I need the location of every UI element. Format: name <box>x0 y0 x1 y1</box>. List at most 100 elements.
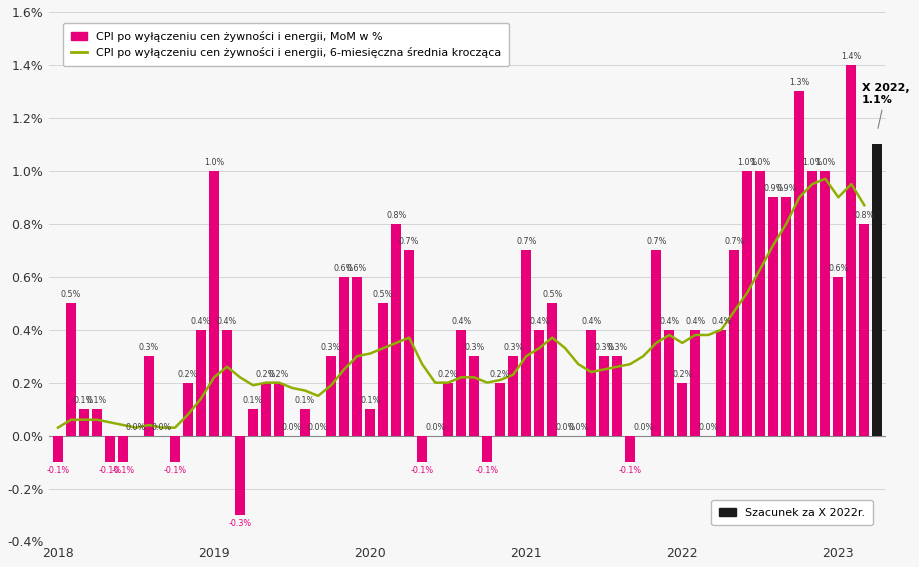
Bar <box>365 409 375 435</box>
Text: 0.0%: 0.0% <box>567 422 588 431</box>
Bar <box>716 329 725 435</box>
Bar <box>612 356 621 435</box>
Bar <box>820 171 829 435</box>
Bar <box>248 409 257 435</box>
Bar <box>209 171 219 435</box>
Text: 1.4%: 1.4% <box>840 52 860 61</box>
Bar <box>443 383 452 435</box>
Bar <box>845 65 856 435</box>
Bar <box>625 435 634 462</box>
Text: 1.0%: 1.0% <box>814 158 834 167</box>
Bar <box>222 329 232 435</box>
Text: 0.3%: 0.3% <box>321 343 341 352</box>
Bar <box>118 435 128 462</box>
Text: 0.2%: 0.2% <box>268 370 289 379</box>
Text: 0.0%: 0.0% <box>632 422 652 431</box>
Bar <box>534 329 543 435</box>
Text: -0.3%: -0.3% <box>228 519 252 528</box>
Text: 0.2%: 0.2% <box>437 370 458 379</box>
Text: 0.4%: 0.4% <box>658 317 678 325</box>
Text: 0.0%: 0.0% <box>554 422 574 431</box>
Text: 0.0%: 0.0% <box>698 422 718 431</box>
Text: 0.8%: 0.8% <box>854 211 874 220</box>
Bar <box>105 435 115 462</box>
Text: 0.7%: 0.7% <box>516 237 536 246</box>
Bar <box>871 145 881 435</box>
Bar <box>833 277 843 435</box>
Bar <box>585 329 596 435</box>
Text: 0.0%: 0.0% <box>152 422 172 431</box>
Bar <box>403 250 414 435</box>
Bar <box>807 171 816 435</box>
Bar <box>729 250 738 435</box>
Text: 0.9%: 0.9% <box>762 184 783 193</box>
Text: 0.3%: 0.3% <box>139 343 159 352</box>
Bar <box>858 224 868 435</box>
Bar <box>754 171 765 435</box>
Bar <box>144 356 153 435</box>
Text: 0.4%: 0.4% <box>528 317 549 325</box>
Text: 0.5%: 0.5% <box>61 290 81 299</box>
Text: 0.3%: 0.3% <box>463 343 483 352</box>
Text: 0.0%: 0.0% <box>425 422 445 431</box>
Bar <box>598 356 608 435</box>
Text: -0.1%: -0.1% <box>618 466 641 475</box>
Text: 0.1%: 0.1% <box>74 396 94 405</box>
Text: 0.6%: 0.6% <box>827 264 847 273</box>
Text: 1.0%: 1.0% <box>736 158 756 167</box>
Text: -0.1%: -0.1% <box>164 466 187 475</box>
Bar <box>508 356 517 435</box>
Bar <box>183 383 193 435</box>
Text: -0.1%: -0.1% <box>111 466 134 475</box>
Bar <box>780 197 790 435</box>
Bar <box>339 277 348 435</box>
Bar <box>66 303 75 435</box>
Bar <box>274 383 284 435</box>
Text: 1.3%: 1.3% <box>789 78 809 87</box>
Text: X 2022,
1.1%: X 2022, 1.1% <box>861 83 908 128</box>
Bar <box>300 409 310 435</box>
Text: 0.3%: 0.3% <box>607 343 627 352</box>
Text: 0.4%: 0.4% <box>581 317 601 325</box>
Text: 0.4%: 0.4% <box>685 317 705 325</box>
Text: 1.0%: 1.0% <box>749 158 769 167</box>
Bar <box>53 435 62 462</box>
Bar <box>92 409 102 435</box>
Bar <box>651 250 661 435</box>
Text: -0.1%: -0.1% <box>475 466 498 475</box>
Text: 0.5%: 0.5% <box>372 290 393 299</box>
Text: 0.6%: 0.6% <box>334 264 354 273</box>
Bar <box>676 383 686 435</box>
Text: 0.2%: 0.2% <box>490 370 510 379</box>
Text: 0.3%: 0.3% <box>503 343 523 352</box>
Bar <box>352 277 361 435</box>
Text: 0.7%: 0.7% <box>723 237 743 246</box>
Text: 1.0%: 1.0% <box>801 158 822 167</box>
Text: -0.1%: -0.1% <box>98 466 121 475</box>
Text: 0.1%: 0.1% <box>243 396 263 405</box>
Text: 0.2%: 0.2% <box>255 370 276 379</box>
Text: 0.0%: 0.0% <box>281 422 301 431</box>
Text: 0.4%: 0.4% <box>217 317 237 325</box>
Text: 0.4%: 0.4% <box>450 317 471 325</box>
Text: 0.1%: 0.1% <box>86 396 107 405</box>
Bar <box>794 91 803 435</box>
Text: -0.1%: -0.1% <box>410 466 433 475</box>
Bar <box>326 356 335 435</box>
Bar <box>689 329 699 435</box>
Bar <box>482 435 492 462</box>
Text: -0.1%: -0.1% <box>46 466 70 475</box>
Text: 0.5%: 0.5% <box>541 290 562 299</box>
Text: 0.2%: 0.2% <box>177 370 198 379</box>
Text: 0.7%: 0.7% <box>645 237 665 246</box>
Text: 0.0%: 0.0% <box>308 422 328 431</box>
Bar <box>742 171 752 435</box>
Bar <box>196 329 206 435</box>
Bar <box>494 383 505 435</box>
Text: 0.1%: 0.1% <box>295 396 315 405</box>
Text: 1.0%: 1.0% <box>204 158 224 167</box>
Bar <box>664 329 674 435</box>
Bar <box>456 329 466 435</box>
Text: 0.4%: 0.4% <box>710 317 731 325</box>
Text: 0.4%: 0.4% <box>191 317 211 325</box>
